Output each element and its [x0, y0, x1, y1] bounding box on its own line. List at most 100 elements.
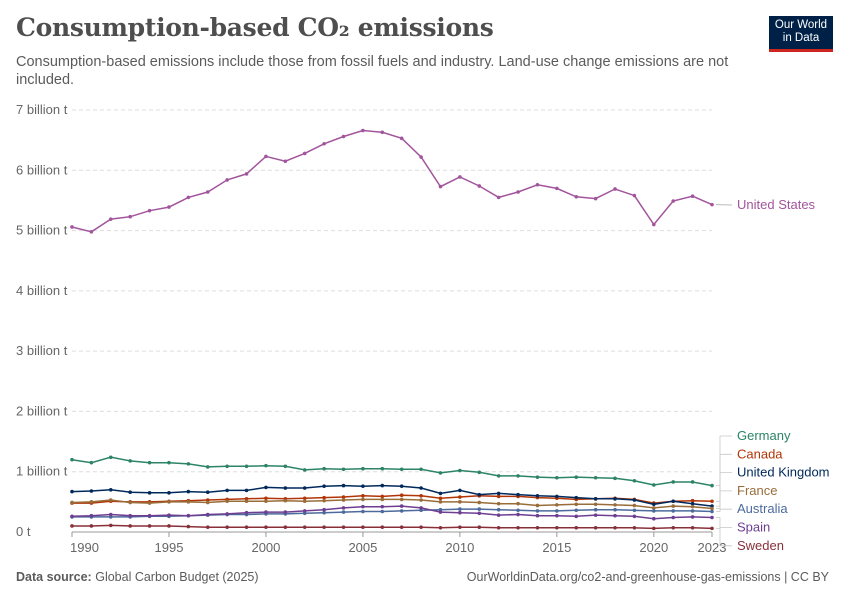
data-point[interactable]	[690, 480, 695, 484]
data-point[interactable]	[574, 195, 579, 199]
data-point[interactable]	[477, 500, 482, 505]
data-point[interactable]	[477, 184, 482, 188]
data-point[interactable]	[341, 510, 346, 514]
data-point[interactable]	[70, 457, 74, 462]
data-point[interactable]	[225, 488, 229, 493]
data-point[interactable]	[128, 490, 132, 495]
data-point[interactable]	[302, 468, 307, 472]
data-point[interactable]	[302, 151, 307, 156]
series-label[interactable]: Australia	[737, 501, 788, 516]
data-point[interactable]	[147, 524, 152, 528]
data-point[interactable]	[652, 516, 656, 521]
data-point[interactable]	[652, 506, 656, 510]
data-point[interactable]	[574, 502, 579, 507]
series-sweden[interactable]	[70, 523, 714, 531]
series-united-kingdom[interactable]	[70, 483, 714, 508]
data-point[interactable]	[380, 483, 385, 488]
data-point[interactable]	[399, 136, 404, 141]
data-point[interactable]	[671, 515, 676, 520]
data-point[interactable]	[438, 496, 443, 501]
data-point[interactable]	[710, 509, 714, 514]
data-point[interactable]	[496, 525, 501, 530]
data-point[interactable]	[496, 513, 501, 517]
data-point[interactable]	[380, 504, 385, 509]
data-point[interactable]	[399, 467, 404, 472]
data-point[interactable]	[438, 510, 443, 514]
data-point[interactable]	[419, 486, 423, 490]
data-point[interactable]	[613, 513, 617, 518]
data-point[interactable]	[225, 178, 229, 182]
data-point[interactable]	[710, 202, 714, 207]
data-point[interactable]	[89, 524, 94, 528]
data-point[interactable]	[283, 159, 288, 164]
data-point[interactable]	[671, 525, 676, 530]
data-point[interactable]	[361, 494, 365, 498]
owid-logo[interactable]: Our World in Data	[769, 16, 833, 52]
data-point[interactable]	[361, 525, 365, 529]
data-point[interactable]	[690, 194, 695, 199]
series-australia[interactable]	[70, 507, 714, 519]
data-point[interactable]	[632, 478, 637, 483]
series-label[interactable]: France	[737, 483, 777, 498]
data-point[interactable]	[225, 499, 229, 504]
data-point[interactable]	[671, 480, 676, 484]
data-point[interactable]	[652, 502, 656, 507]
data-point[interactable]	[458, 500, 462, 504]
data-point[interactable]	[283, 510, 288, 514]
data-point[interactable]	[108, 217, 113, 221]
data-point[interactable]	[535, 525, 540, 530]
data-point[interactable]	[186, 500, 191, 504]
data-point[interactable]	[361, 509, 365, 514]
data-point[interactable]	[516, 492, 520, 497]
data-point[interactable]	[167, 513, 171, 517]
series-line[interactable]	[71, 484, 713, 507]
data-point[interactable]	[167, 500, 171, 504]
data-point[interactable]	[516, 501, 520, 506]
data-point[interactable]	[535, 513, 540, 518]
data-point[interactable]	[341, 467, 346, 472]
data-point[interactable]	[147, 208, 152, 213]
data-point[interactable]	[574, 508, 579, 513]
data-point[interactable]	[477, 525, 482, 529]
data-point[interactable]	[302, 496, 307, 501]
data-point[interactable]	[555, 503, 559, 507]
data-point[interactable]	[89, 513, 94, 518]
data-point[interactable]	[574, 495, 579, 500]
series-line[interactable]	[71, 456, 713, 487]
data-point[interactable]	[244, 525, 249, 529]
data-point[interactable]	[108, 523, 113, 528]
data-point[interactable]	[89, 500, 94, 504]
data-point[interactable]	[613, 497, 617, 501]
source-url-link[interactable]: OurWorldinData.org/co2-and-greenhouse-ga…	[466, 570, 829, 584]
data-point[interactable]	[264, 525, 268, 529]
data-point[interactable]	[555, 525, 559, 530]
data-point[interactable]	[108, 498, 113, 502]
data-point[interactable]	[264, 154, 268, 159]
data-point[interactable]	[322, 498, 326, 503]
data-point[interactable]	[419, 494, 423, 498]
data-point[interactable]	[264, 496, 268, 501]
data-point[interactable]	[205, 500, 210, 505]
data-point[interactable]	[690, 515, 695, 519]
data-point[interactable]	[186, 195, 191, 200]
data-point[interactable]	[302, 486, 307, 490]
data-point[interactable]	[535, 494, 540, 498]
data-point[interactable]	[671, 199, 676, 203]
data-point[interactable]	[690, 509, 695, 513]
data-point[interactable]	[690, 525, 695, 530]
data-point[interactable]	[438, 471, 443, 475]
data-point[interactable]	[302, 499, 307, 504]
data-point[interactable]	[632, 525, 637, 530]
data-point[interactable]	[477, 511, 482, 516]
data-point[interactable]	[186, 524, 191, 529]
data-point[interactable]	[419, 525, 423, 529]
data-point[interactable]	[225, 525, 229, 529]
data-point[interactable]	[341, 506, 346, 510]
data-point[interactable]	[302, 509, 307, 513]
data-point[interactable]	[244, 488, 249, 493]
data-point[interactable]	[108, 455, 113, 460]
data-point[interactable]	[438, 184, 443, 189]
data-point[interactable]	[167, 205, 171, 209]
data-point[interactable]	[89, 489, 94, 493]
data-point[interactable]	[477, 470, 482, 475]
